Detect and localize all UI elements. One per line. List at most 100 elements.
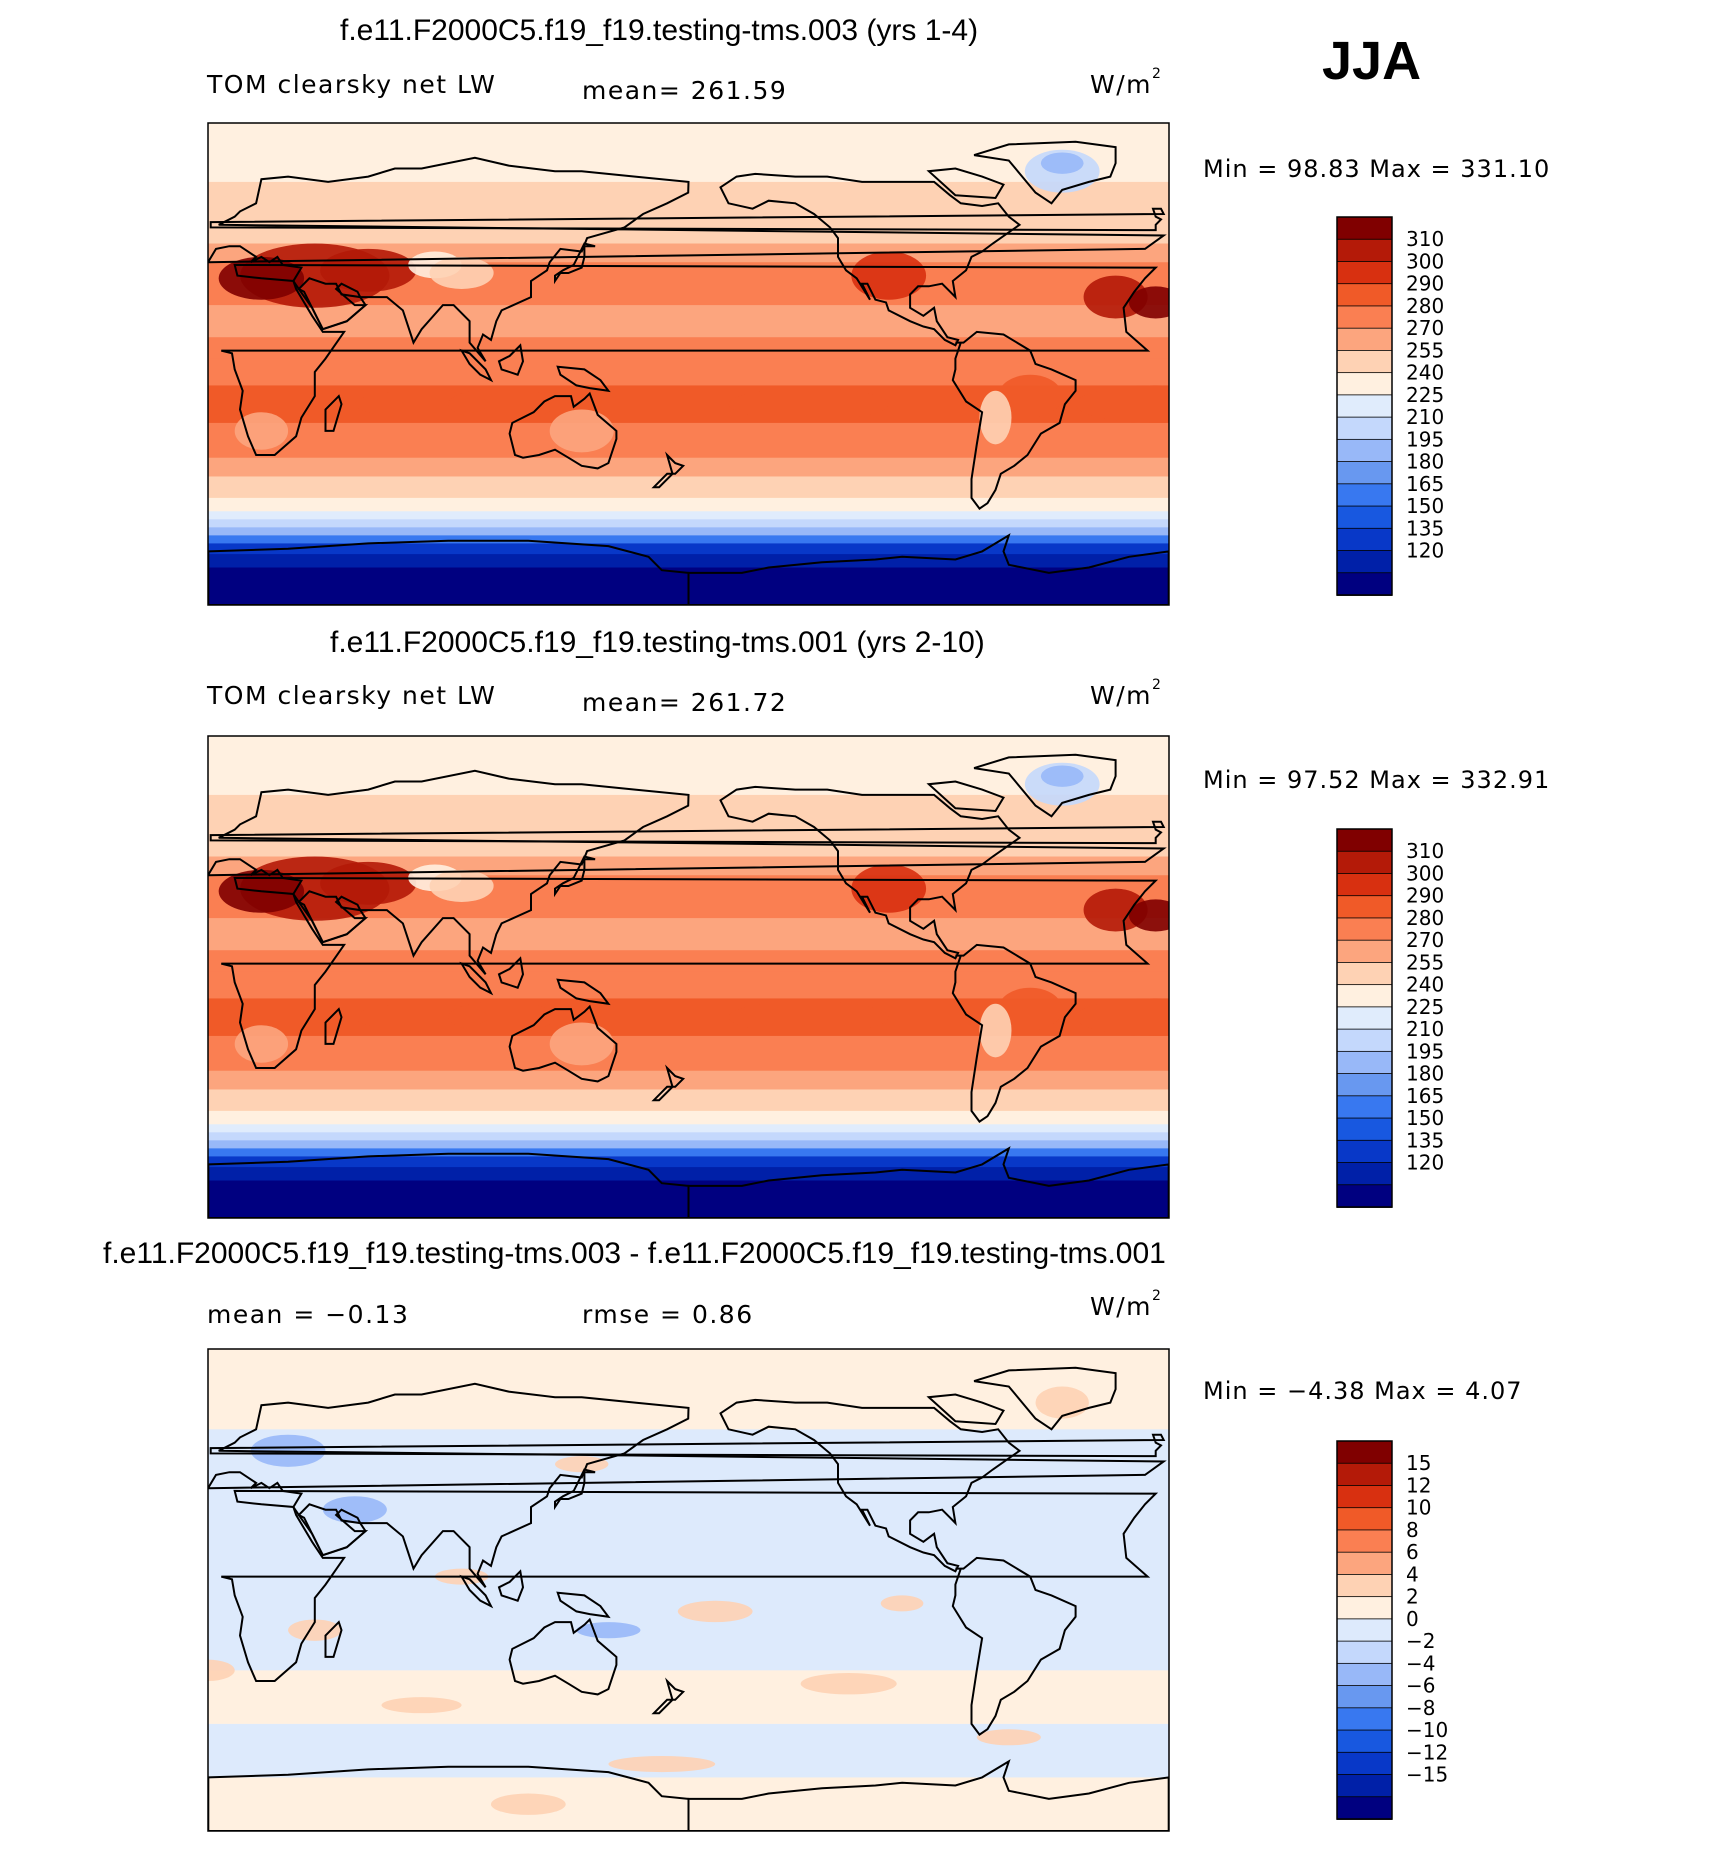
colorbar-panel1-swatch [1336,283,1393,307]
coastline-borneo [497,956,525,989]
colorbar-panel1-tick-label: 165 [1406,472,1444,496]
map-panel1-contour-patch [320,248,417,292]
map-panel2-field [208,736,1169,1218]
colorbar-panel3-tick-label: 6 [1406,1540,1419,1564]
colorbar-panel3-swatch [1336,1529,1393,1554]
colorbar-panel3-swatch [1336,1751,1393,1776]
panel2-units: W/m2 [1090,677,1163,710]
colorbar-panel2-swatch [1336,939,1393,964]
coastline-eurasia [208,156,1167,362]
map-panel1-contour-patch [1075,385,1169,423]
panel3-rmse: rmse = 0.86 [582,1300,754,1329]
coastline-nz [651,451,686,489]
map-panel1-lat-band [208,149,1169,183]
colorbar-panel2-tick-label: 165 [1406,1084,1444,1108]
coastline-madagascar [324,394,343,432]
coastline-antarctica [208,1152,690,1218]
map-panel2-contour-patch [234,1025,289,1063]
colorbar-panel2-swatch [1336,1162,1393,1186]
colorbar-panel1-frame [1336,216,1393,596]
colorbar-panel3-swatch [1336,1440,1393,1465]
map-panel3-contour-patch [288,1619,342,1641]
colorbar-panel1-swatch [1336,550,1393,574]
colorbar-panel1-tick-label: 280 [1406,294,1444,318]
map-panel1-lat-band [208,457,1169,478]
map-panel3-contour-patch [800,1673,897,1695]
map-panel2-contour-patch [1128,899,1169,932]
coastline-antarctica [687,533,1169,605]
colorbar-panel1-swatch [1336,394,1393,419]
season-label: JJA [1322,31,1422,91]
map-panel2-lat-band [208,1140,1169,1149]
colorbar-panel1-tick-label: 120 [1406,539,1444,563]
map-panel1-lat-band [208,337,1169,360]
map-panel2-contour-patch [448,1001,556,1034]
colorbar-panel2-swatch [1336,850,1393,875]
map-panel3-contour-patch [880,1595,924,1612]
map-panel1-field [208,123,1169,605]
colorbar-panel2-tick-label: 210 [1406,1017,1444,1041]
map-panel2-contour-patch [429,869,494,903]
map-panel1-lat-band [208,476,1169,499]
map-panel3-lat-band [208,1509,1169,1671]
map-panel2-contour-patch [998,987,1063,1031]
coastline-samerica [951,1556,1077,1736]
colorbar-panel2-tick-label: 195 [1406,1039,1444,1063]
map-panel2-contour-patch [549,1022,614,1066]
colorbar-panel3-tick-label: 4 [1406,1562,1419,1586]
coastline-africa [221,876,1159,1069]
map-panel3-contour-patch [555,1456,609,1473]
map-panel3-contour-patch [208,1659,235,1682]
coastline-arabia [297,1503,367,1557]
map-panel2-lat-band [208,1132,1169,1141]
colorbar-panel1-swatch [1336,372,1393,396]
colorbar-panel2-swatch [1336,1117,1393,1142]
colorbar-panel1-swatch [1336,350,1393,374]
map-panel3 [207,1348,1170,1832]
colorbar-panel2-tick-label: 310 [1406,839,1444,863]
map-panel1-contour-patch [1128,286,1169,319]
colorbar-panel1-tick-label: 135 [1406,516,1444,540]
colorbar-panel2-swatch [1336,1095,1393,1119]
map-panel2-contour-patch [728,1001,889,1034]
map-panel1-lat-band [208,511,1169,520]
coastline-namerica [719,1398,1022,1573]
colorbar-panel2-swatch [1336,895,1393,919]
colorbar-panel3-tick-label: 0 [1406,1607,1419,1631]
colorbar-panel2-frame [1336,828,1393,1208]
panel1-minmax: Min = 98.83 Max = 331.10 [1203,155,1551,183]
colorbar-panel1-swatch [1336,483,1393,507]
colorbar-panel1-tick-label: 210 [1406,405,1444,429]
colorbar-panel1-tick-label: 195 [1406,427,1444,451]
colorbar-panel1-tick-label: 290 [1406,272,1444,296]
colorbar-panel3-swatch [1336,1774,1393,1798]
map-panel2-lat-band [208,762,1169,796]
colorbar-panel1-swatch [1336,416,1393,441]
panel3-units: W/m2 [1090,1288,1163,1321]
colorbar-panel3-tick-label: −2 [1406,1629,1435,1653]
map-panel3-frame [207,1348,1170,1832]
map-panel3-lat-band [208,1670,1169,1725]
map-panel1-contour-patch [1040,152,1084,174]
panel2-variable: TOM clearsky net LW [207,681,497,710]
colorbar-panel1-tick-label: 180 [1406,450,1444,474]
colorbar-panel3-swatch [1336,1640,1393,1665]
map-panel2-lat-band [208,736,1169,764]
map-panel2-lat-band [208,918,1169,951]
map-panel3-contour-patch [1035,1386,1089,1419]
colorbar-panel2-tick-label: 270 [1406,928,1444,952]
colorbar-panel1-swatch [1336,527,1393,552]
colorbar-panel1-swatch [1336,216,1393,241]
colorbar-panel2-tick-label: 240 [1406,973,1444,997]
colorbar-panel3-tick-label: 15 [1406,1451,1431,1475]
colorbar-panel2-tick-label: 225 [1406,995,1444,1019]
map-panel1-contour-patch [234,412,289,450]
colorbar-panel3-swatch [1336,1574,1393,1598]
coastline-nz [651,1064,686,1102]
colorbar-panel2-swatch [1336,1073,1393,1097]
map-panel2-frame [207,735,1170,1219]
colorbar-panel3-swatch [1336,1462,1393,1487]
map-panel2-contour-patch [979,1003,1012,1058]
coastline-newguinea [556,365,611,393]
